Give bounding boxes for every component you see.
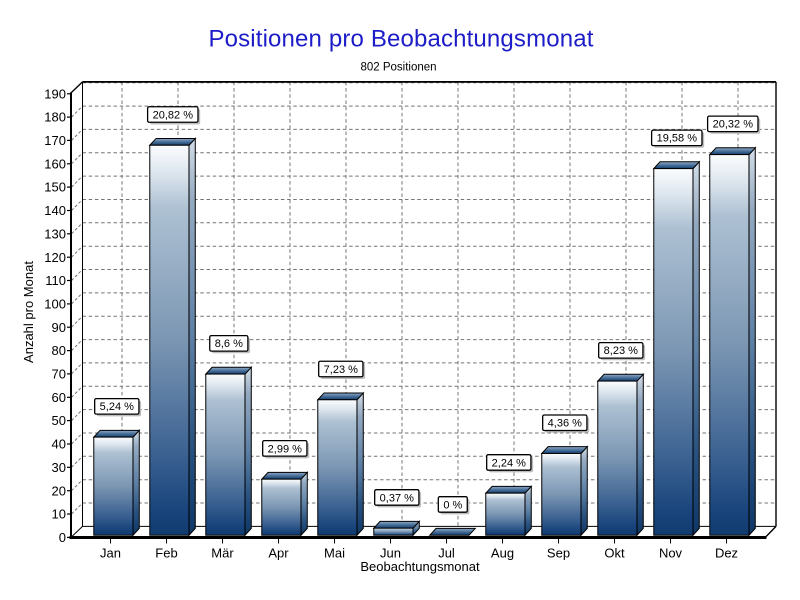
svg-text:Positionen pro Beobachtungsmon: Positionen pro Beobachtungsmonat xyxy=(208,26,593,53)
svg-text:Okt: Okt xyxy=(604,546,625,561)
svg-text:110: 110 xyxy=(45,273,66,288)
svg-text:19,58 %: 19,58 % xyxy=(657,133,698,145)
svg-text:2,99 %: 2,99 % xyxy=(268,443,302,455)
svg-text:Sep: Sep xyxy=(547,546,570,561)
svg-text:Dez: Dez xyxy=(715,546,738,561)
svg-text:5,24 %: 5,24 % xyxy=(100,401,134,413)
svg-text:130: 130 xyxy=(44,226,66,241)
svg-text:20: 20 xyxy=(52,483,66,498)
svg-text:190: 190 xyxy=(44,86,66,101)
svg-text:50: 50 xyxy=(52,413,66,428)
svg-text:10: 10 xyxy=(52,507,66,522)
svg-text:Apr: Apr xyxy=(268,546,289,561)
svg-text:170: 170 xyxy=(44,133,66,148)
svg-text:80: 80 xyxy=(52,343,66,358)
svg-text:4,36 %: 4,36 % xyxy=(548,418,582,430)
svg-text:60: 60 xyxy=(52,390,66,405)
svg-text:140: 140 xyxy=(44,203,66,218)
svg-text:2,24 %: 2,24 % xyxy=(492,457,526,469)
svg-text:160: 160 xyxy=(44,156,66,171)
svg-text:40: 40 xyxy=(52,437,66,452)
svg-text:120: 120 xyxy=(44,250,66,265)
svg-text:0 %: 0 % xyxy=(443,499,462,511)
svg-text:Beobachtungsmonat: Beobachtungsmonat xyxy=(360,559,480,574)
svg-text:Aug: Aug xyxy=(491,546,514,561)
svg-text:20,82 %: 20,82 % xyxy=(153,109,194,121)
svg-text:Jun: Jun xyxy=(380,546,401,561)
svg-text:Jul: Jul xyxy=(438,546,455,561)
svg-text:100: 100 xyxy=(44,297,66,312)
svg-text:Mär: Mär xyxy=(211,546,234,561)
svg-text:Jan: Jan xyxy=(100,546,121,561)
svg-text:Feb: Feb xyxy=(155,546,177,561)
svg-text:Anzahl pro Monat: Anzahl pro Monat xyxy=(21,261,36,363)
svg-text:7,23 %: 7,23 % xyxy=(324,364,358,376)
svg-text:70: 70 xyxy=(52,367,66,382)
svg-text:30: 30 xyxy=(52,460,66,475)
svg-text:150: 150 xyxy=(44,180,66,195)
svg-text:0,37 %: 0,37 % xyxy=(380,492,414,504)
svg-text:180: 180 xyxy=(44,110,66,125)
svg-text:8,23 %: 8,23 % xyxy=(604,345,638,357)
svg-text:802 Positionen: 802 Positionen xyxy=(360,62,436,74)
svg-text:Mai: Mai xyxy=(324,546,345,561)
svg-text:8,6 %: 8,6 % xyxy=(215,338,243,350)
svg-text:90: 90 xyxy=(52,320,66,335)
svg-text:0: 0 xyxy=(59,530,66,545)
svg-text:Nov: Nov xyxy=(659,546,683,561)
svg-text:20,32 %: 20,32 % xyxy=(713,119,754,131)
